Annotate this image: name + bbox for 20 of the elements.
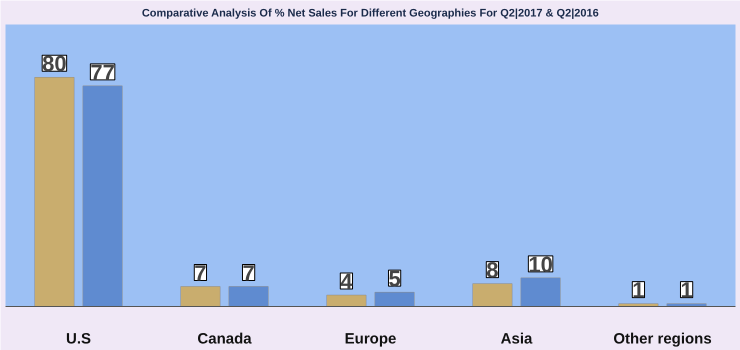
x-tick-label: Other regions xyxy=(613,330,712,348)
data-label: 7 xyxy=(194,260,207,286)
x-tick-label: Asia xyxy=(500,330,533,348)
data-label: 77 xyxy=(90,60,115,85)
chart-title: Comparative Analysis Of % Net Sales For Different Geographies For Q2|2017 & Q2|2016 xyxy=(142,8,599,20)
bar xyxy=(82,86,123,306)
data-label: 7 xyxy=(242,260,255,286)
bar xyxy=(472,283,512,306)
bar xyxy=(34,76,74,306)
data-label: 10 xyxy=(528,252,553,277)
x-tick-label: Europe xyxy=(344,330,396,348)
bar xyxy=(180,286,220,306)
x-tick-label: U.S xyxy=(66,330,92,348)
x-tick-label: Canada xyxy=(197,330,252,348)
bar xyxy=(326,294,366,306)
bar xyxy=(520,278,561,306)
bar xyxy=(228,286,269,306)
data-label: 80 xyxy=(42,51,67,76)
data-label: 8 xyxy=(486,258,499,283)
bar xyxy=(374,292,415,306)
